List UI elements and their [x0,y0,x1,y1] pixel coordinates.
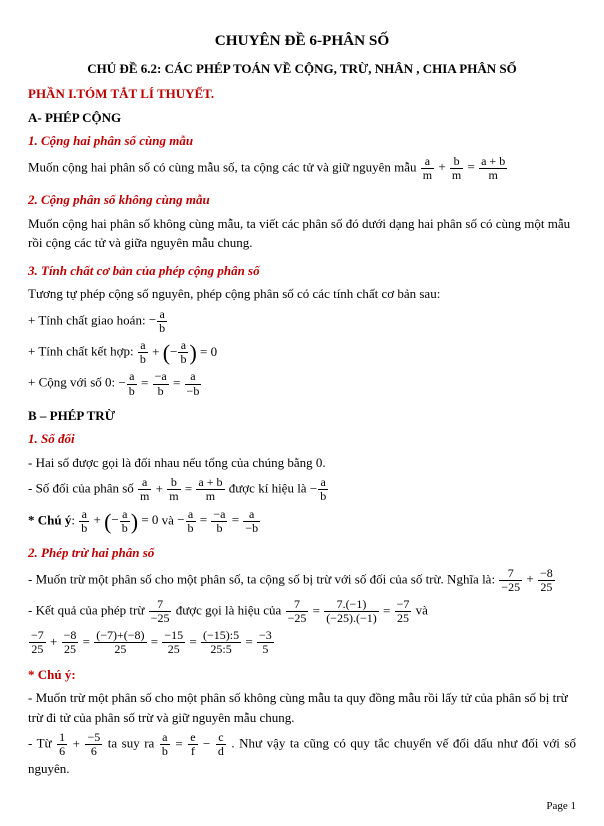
section-a-heading: A- PHÉP CỘNG [28,108,576,128]
main-title: CHUYÊN ĐỀ 6-PHÂN SỐ [28,30,576,53]
sub-title: CHỦ ĐỀ 6.2: CÁC PHÉP TOÁN VỀ CỘNG, TRỪ, … [28,59,576,79]
formula2: −ab = −ab = a−b [177,512,261,527]
a3-ket-hop: + Tính chất kết hợp: ab + (−ab) = 0 [28,339,576,366]
formula: ab + (−ab) = 0 [78,512,161,527]
b: ta suy ra [108,736,155,751]
chu-y-1: * Chú ý: ab + (−ab) = 0 và −ab = −ab = a… [28,508,576,535]
a1-formula: am + bm = a + bm [420,159,508,174]
b1-text1: - Hai số được gọi là đối nhau nếu tổng c… [28,453,576,473]
t2b: được kí hiệu là [229,481,307,496]
label: + Cộng với số 0: [28,375,115,390]
f2: 7−25 = 7.(−1)(−25).(−1) = −725 [285,603,416,618]
chu-y-label: * Chú ý [28,512,71,527]
phan1-heading: PHẦN I.TÓM TẮT LÍ THUYẾT. [28,84,576,104]
a2-heading: 2. Cộng phân số không cùng mẫu [28,190,576,210]
t: - Muốn trừ một phân số cho một phân số, … [28,571,495,586]
a3-cong-0: + Cộng với số 0: −ab = −ab = a−b [28,370,576,397]
va: và [162,512,178,527]
f2: ab = ef − cd [159,736,232,751]
ta: - Kết quả của phép trừ [28,603,144,618]
section-b-heading: B – PHÉP TRỪ [28,406,576,426]
page-footer: Page 1 [28,798,576,815]
b2-line1: - Muốn trừ một phân số cho một phân số, … [28,567,576,594]
b1-text2: - Số đối của phân số am + bm = a + bm đư… [28,476,576,503]
a3-giao-hoan: + Tính chất giao hoán: −ab [28,308,576,335]
tc: và [416,603,428,618]
b1-heading: 1. Số đối [28,429,576,449]
a1-text-span: Muốn cộng hai phân số có cùng mẫu số, ta… [28,159,416,174]
tb: được gọi là hiệu của [176,603,282,618]
formula: ab + (−ab) = 0 [137,344,217,359]
label: + Tính chất kết hợp: [28,344,134,359]
t2a: - Số đối của phân số [28,481,134,496]
b2-heading: 2. Phép trừ hai phân số [28,543,576,563]
formula2: −ab [310,481,329,496]
label: + Tính chất giao hoán: [28,312,146,327]
b2-line2: - Kết quả của phép trừ 7−25 được gọi là … [28,598,576,625]
a: - Từ [28,736,52,751]
chu-y2-text: - Muốn trừ một phân số cho một phân số k… [28,688,576,727]
a1-text: Muốn cộng hai phân số có cùng mẫu số, ta… [28,155,576,182]
b2-line3: −725 + −825 = (−7)+(−8)25 = −1525 = (−15… [28,629,576,656]
a1-heading: 1. Cộng hai phân số cùng mẫu [28,131,576,151]
f1: 16 + −56 [56,736,108,751]
formula: am + bm = a + bm [137,481,229,496]
formula: −725 + −825 = (−7)+(−8)25 = −1525 = (−15… [28,634,275,649]
a2-text: Muốn cộng hai phân số không cùng mẫu, ta… [28,214,576,253]
a3-text: Tương tự phép cộng số nguyên, phép cộng … [28,284,576,304]
f1: 7−25 [148,603,176,618]
a3-heading: 3. Tính chất cơ bản của phép cộng phân s… [28,261,576,281]
formula: −ab = −ab = a−b [118,375,202,390]
chu-y2-label: * Chú ý: [28,665,576,685]
formula: 7−25 + −825 [498,571,555,586]
chu-y3: - Từ 16 + −56 ta suy ra ab = ef − cd . N… [28,731,576,778]
formula: −ab [149,312,168,327]
